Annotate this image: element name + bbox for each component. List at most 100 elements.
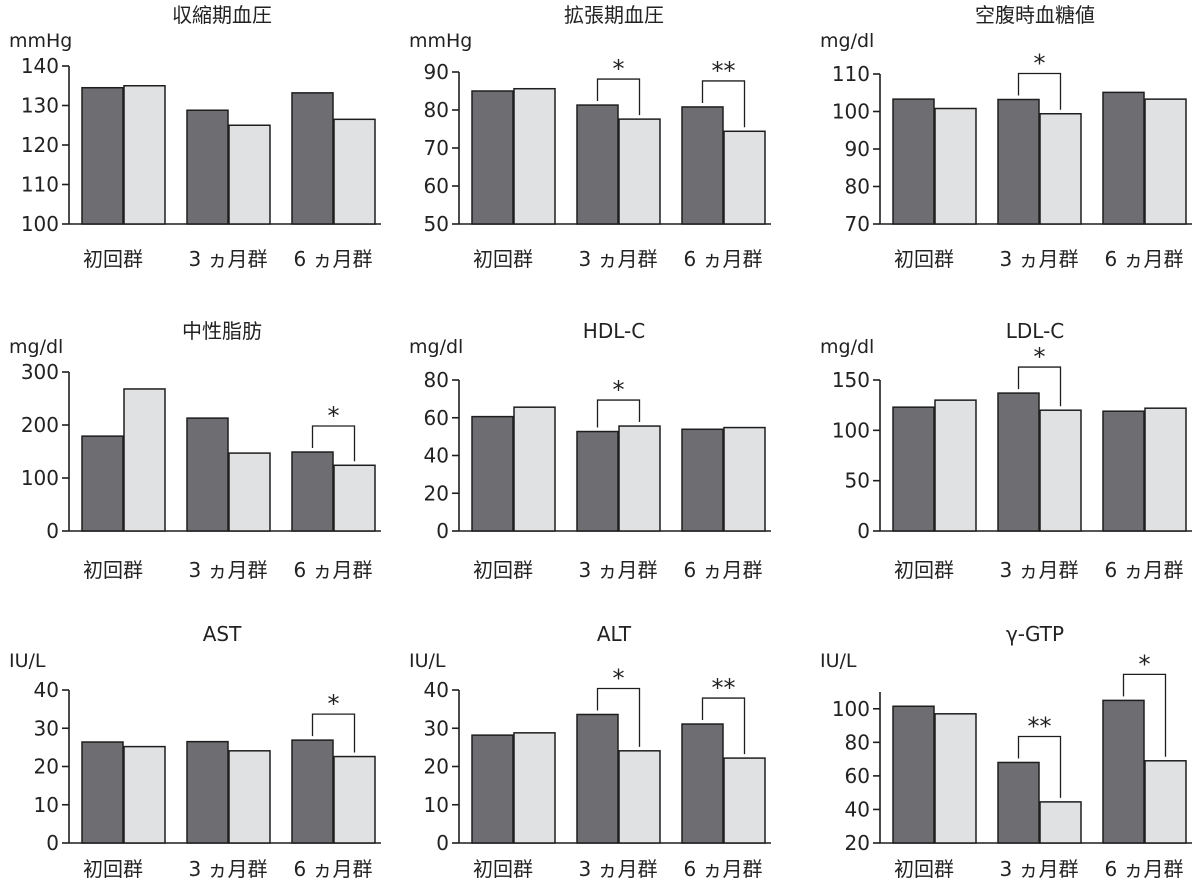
bar-light <box>333 755 376 844</box>
category-label: 6 ヵ月群 <box>1104 558 1183 582</box>
category-label: 6 ヵ月群 <box>1104 857 1183 881</box>
bar-light <box>123 745 166 844</box>
bar-light <box>1144 407 1187 532</box>
y-axis-unit: mg/dl <box>820 30 874 52</box>
bar-dark <box>576 104 619 225</box>
chart-title: LDL-C <box>1006 319 1065 343</box>
y-tick-label: 60 <box>845 764 870 788</box>
y-tick-label: 120 <box>21 133 59 157</box>
y-tick-label: 0 <box>436 519 449 543</box>
bar-dark <box>1102 699 1145 844</box>
y-tick-label: 0 <box>436 831 449 855</box>
significance-bracket <box>1017 366 1062 407</box>
significance-mark: * <box>1034 50 1046 78</box>
bar-light <box>228 750 271 844</box>
y-tick-label: 80 <box>845 730 870 754</box>
y-tick-label: 70 <box>424 136 449 160</box>
bar-dark <box>681 106 724 225</box>
category-label: 初回群 <box>894 247 954 271</box>
y-tick-label: 80 <box>845 175 870 199</box>
significance-mark: * <box>613 55 625 83</box>
bar-light <box>333 464 376 532</box>
y-tick-label: 100 <box>21 212 59 236</box>
category-label: 6 ヵ月群 <box>293 558 372 582</box>
chart-panel: HDL-C mg/dl 0 20 40 60 80 初回群 3 ヵ月群 6 ヵ月群 * <box>409 319 771 582</box>
significance-bracket <box>1017 735 1062 798</box>
y-tick-label: 60 <box>424 406 449 430</box>
bar-dark <box>576 713 619 844</box>
y-tick-label: 40 <box>424 678 449 702</box>
chart-panel: 中性脂肪 mg/dl 0 100 200 300 初回群 3 ヵ月群 6 ヵ月群 * <box>9 319 381 582</box>
significance-bracket <box>701 80 746 128</box>
y-tick-label: 20 <box>34 755 59 779</box>
bar-dark <box>186 740 229 844</box>
category-label: 初回群 <box>894 857 954 881</box>
y-tick-label: 110 <box>21 173 59 197</box>
bar-light <box>513 87 556 225</box>
significance-bracket <box>596 399 641 428</box>
category-label: 3 ヵ月群 <box>188 857 267 881</box>
bar-light <box>228 452 271 532</box>
chart-title: γ-GTP <box>1006 622 1064 646</box>
y-tick-label: 110 <box>832 62 870 86</box>
category-label: 3 ヵ月群 <box>578 247 657 271</box>
chart-panel: 収縮期血圧 mmHg 100 110 120 130 140 初回群 3 ヵ月群 6 ヵ月群 <box>9 3 381 271</box>
bar-dark <box>681 723 724 844</box>
bar-light <box>723 757 766 844</box>
category-label: 初回群 <box>83 857 143 881</box>
y-tick-label: 90 <box>424 60 449 84</box>
category-label: 3 ヵ月群 <box>188 558 267 582</box>
significance-bracket <box>311 425 356 462</box>
category-label: 3 ヵ月群 <box>999 247 1078 271</box>
bar-light <box>934 399 977 532</box>
bar-light <box>1039 409 1082 532</box>
bar-dark <box>291 451 334 532</box>
y-tick-label: 100 <box>832 697 870 721</box>
bar-light <box>123 388 166 532</box>
y-tick-label: 100 <box>21 466 59 490</box>
y-tick-label: 150 <box>832 368 870 392</box>
y-tick-label: 0 <box>857 519 870 543</box>
significance-bracket <box>596 687 641 747</box>
significance-bracket <box>311 713 356 753</box>
bar-light <box>228 124 271 225</box>
bar-dark <box>681 428 724 532</box>
y-tick-label: 100 <box>832 418 870 442</box>
y-tick-label: 200 <box>21 413 59 437</box>
y-axis-unit: IU/L <box>409 650 446 672</box>
y-tick-label: 0 <box>46 519 59 543</box>
bar-light <box>513 732 556 844</box>
bar-light <box>618 750 661 844</box>
chart-title: HDL-C <box>583 319 645 343</box>
y-tick-label: 20 <box>424 481 449 505</box>
category-label: 3 ヵ月群 <box>999 558 1078 582</box>
bar-dark <box>576 430 619 532</box>
bar-dark <box>81 86 124 225</box>
bar-dark <box>291 92 334 225</box>
bar-dark <box>1102 91 1145 225</box>
y-tick-label: 50 <box>424 212 449 236</box>
significance-bracket <box>596 78 641 116</box>
y-tick-label: 20 <box>424 755 449 779</box>
chart-panel: LDL-C mg/dl 0 50 100 150 初回群 3 ヵ月群 6 ヵ月群 * <box>820 319 1192 582</box>
bar-light <box>1144 760 1187 844</box>
bar-dark <box>291 739 334 844</box>
category-label: 3 ヵ月群 <box>188 247 267 271</box>
category-label: 6 ヵ月群 <box>293 247 372 271</box>
y-axis-unit: mmHg <box>9 30 72 52</box>
bar-light <box>123 85 166 225</box>
y-axis-unit: mg/dl <box>9 336 63 358</box>
y-tick-label: 30 <box>34 716 59 740</box>
y-tick-label: 30 <box>424 716 449 740</box>
y-tick-label: 10 <box>34 793 59 817</box>
y-tick-label: 50 <box>845 469 870 493</box>
bar-light <box>1144 98 1187 225</box>
y-tick-label: 40 <box>34 678 59 702</box>
bar-dark <box>81 435 124 532</box>
bar-light <box>934 713 977 844</box>
bar-light <box>333 118 376 225</box>
significance-mark: * <box>613 664 625 692</box>
